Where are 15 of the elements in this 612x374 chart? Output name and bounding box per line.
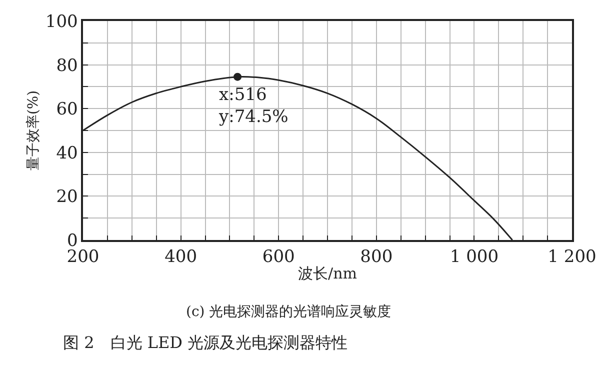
text: (c) 光电探测器的光谱响应灵敏度 <box>186 304 392 320</box>
x-tick-label: 1 000 <box>450 247 499 268</box>
x-axis-title: 波长/nm <box>298 264 357 283</box>
x-tick-label: 800 <box>360 247 393 268</box>
y-tick-label: 80 <box>56 56 78 76</box>
y-tick-label: 20 <box>56 187 78 208</box>
y-tick-label: 100 <box>45 12 78 32</box>
y-tick-label: 40 <box>56 143 78 164</box>
caption: 图 2 白光 LED 光源及光电探测器特性 <box>63 333 348 352</box>
y-tick-label: 60 <box>56 100 78 120</box>
x-tick-label: 600 <box>262 247 295 268</box>
annotation: x:516 y:74.5% <box>218 85 288 128</box>
y-axis-title: 量子效率(%) <box>25 90 42 171</box>
x-tick-label: 1 200 <box>548 247 596 268</box>
x-tick-label: 400 <box>164 247 198 268</box>
